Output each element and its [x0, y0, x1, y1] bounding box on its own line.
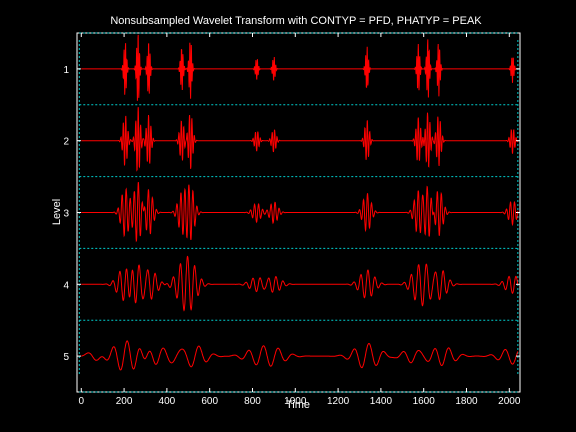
y-tick-label: 4 [63, 280, 69, 291]
x-tick-label: 1600 [413, 396, 436, 407]
x-tick-label: 1200 [327, 396, 350, 407]
y-axis-ticks: 1 2 3 4 5 [63, 65, 520, 363]
x-tick-label: 600 [201, 396, 218, 407]
level-3-trace [81, 182, 519, 243]
x-axis-ticks: 0 200 400 600 800 1000 1200 1400 1600 1800 2000 [78, 33, 521, 407]
y-tick-label: 5 [63, 352, 69, 363]
level-4-trace [81, 255, 519, 312]
x-axis-label: Time [286, 399, 310, 411]
level-2-trace [81, 107, 519, 172]
x-tick-label: 0 [78, 396, 84, 407]
chart-title: Nonsubsampled Wavelet Transform with CON… [110, 15, 482, 27]
level-separators [78, 32, 519, 393]
signal-traces [81, 34, 519, 371]
y-tick-label: 2 [63, 137, 69, 148]
x-tick-label: 200 [116, 396, 133, 407]
y-axis-label: Level [51, 199, 63, 225]
x-tick-label: 1400 [370, 396, 393, 407]
y-tick-label: 1 [63, 65, 69, 76]
x-tick-label: 400 [159, 396, 176, 407]
x-tick-label: 800 [244, 396, 261, 407]
y-tick-label: 3 [63, 209, 69, 220]
x-tick-label: 2000 [498, 396, 521, 407]
x-tick-label: 1800 [455, 396, 478, 407]
x-tick-label: 1000 [284, 396, 307, 407]
level-5-trace [81, 340, 519, 371]
level-1-trace [81, 34, 518, 101]
